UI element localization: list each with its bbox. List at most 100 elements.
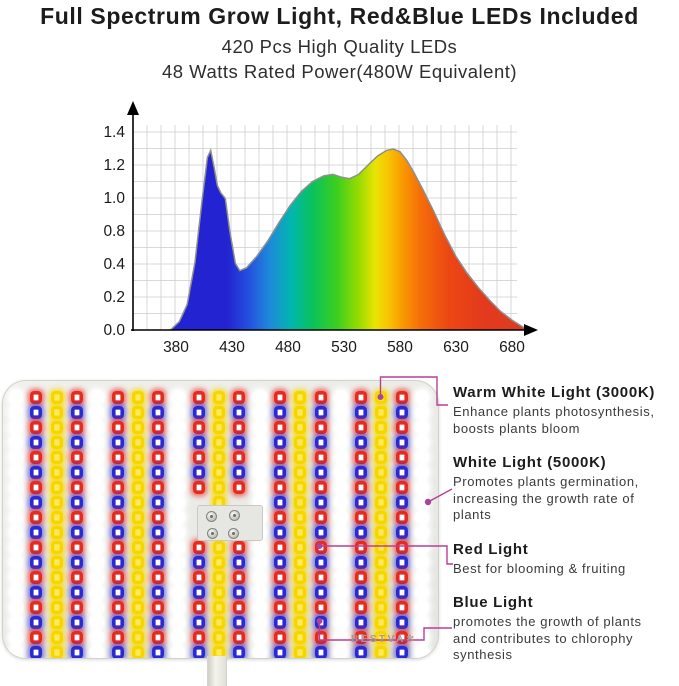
y-tick: 1.0 [103, 190, 125, 207]
led-red [192, 390, 205, 404]
led-blue [70, 615, 83, 629]
led-red [395, 450, 408, 464]
led-red [111, 630, 124, 644]
led-yellow [50, 585, 63, 599]
led-blue [111, 435, 124, 449]
led-yellow [131, 570, 144, 584]
led-white [253, 480, 266, 494]
led-red [395, 570, 408, 584]
led-white [416, 600, 428, 614]
led-yellow [213, 480, 225, 494]
led-white [10, 555, 22, 569]
led-blue [30, 645, 43, 658]
led-red [192, 600, 205, 614]
led-red [355, 510, 368, 524]
led-blue [111, 495, 124, 509]
led-white [10, 630, 22, 644]
x-axis-arrow-icon [524, 324, 538, 336]
led-white [10, 615, 22, 629]
led-white [10, 540, 22, 554]
led-blue [395, 465, 408, 479]
y-axis-arrow-icon [127, 101, 139, 115]
led-yellow [294, 630, 307, 644]
led-blue [355, 555, 368, 569]
led-white [253, 405, 266, 419]
spectrum-outline [169, 148, 528, 331]
led-white [172, 615, 185, 629]
led-red [70, 480, 83, 494]
led-blue [355, 435, 368, 449]
led-yellow [294, 585, 307, 599]
led-blue [192, 405, 205, 419]
led-blue [192, 465, 205, 479]
led-yellow [294, 405, 307, 419]
led-yellow [131, 540, 144, 554]
led-blue [152, 495, 165, 509]
led-yellow [375, 465, 388, 479]
y-tick: 0.4 [103, 256, 125, 273]
led-blue [30, 525, 43, 539]
led-white [334, 450, 347, 464]
led-red [314, 570, 327, 584]
led-white [334, 465, 347, 479]
led-yellow [375, 390, 388, 404]
led-yellow [294, 555, 307, 569]
led-yellow [294, 525, 307, 539]
led-red [30, 600, 43, 614]
brand-logo: BESTVA✼ [351, 634, 417, 645]
annotation-body: Best for blooming & fruiting [453, 561, 626, 576]
led-yellow [131, 405, 144, 419]
led-red [70, 450, 83, 464]
led-red [111, 480, 124, 494]
led-yellow [50, 495, 63, 509]
led-white [172, 450, 185, 464]
led-red [30, 390, 43, 404]
led-blue [273, 405, 286, 419]
center-mount-plate [197, 505, 263, 541]
led-yellow [50, 465, 63, 479]
led-white [172, 555, 185, 569]
led-blue [192, 435, 205, 449]
led-yellow [213, 585, 225, 599]
led-white [172, 540, 185, 554]
led-red [152, 630, 165, 644]
led-yellow [213, 615, 225, 629]
spectrum-chart: 1.4 1.2 1.0 0.8 0.4 0.2 0.0 380 430 480 … [103, 101, 538, 356]
y-tick: 0.0 [103, 322, 125, 339]
led-yellow [213, 450, 225, 464]
led-red [30, 570, 43, 584]
led-red [273, 420, 286, 434]
led-yellow [213, 645, 225, 658]
led-red [273, 600, 286, 614]
led-white [91, 585, 104, 599]
led-white [253, 645, 266, 658]
led-yellow [131, 435, 144, 449]
led-red [395, 420, 408, 434]
led-red [233, 540, 246, 554]
led-blue [70, 495, 83, 509]
led-white [10, 600, 22, 614]
led-yellow [375, 600, 388, 614]
led-yellow [213, 390, 225, 404]
led-white [10, 495, 22, 509]
led-yellow [131, 510, 144, 524]
annotation-blue: Blue Light promotes the growth of plants… [453, 594, 679, 664]
led-red [233, 480, 246, 494]
led-blue [314, 435, 327, 449]
led-white [253, 390, 266, 404]
led-red [233, 390, 246, 404]
led-yellow [294, 390, 307, 404]
led-white [416, 555, 428, 569]
led-blue [111, 555, 124, 569]
x-tick: 480 [275, 339, 301, 356]
led-blue [395, 585, 408, 599]
led-red [355, 600, 368, 614]
led-yellow [294, 540, 307, 554]
led-blue [192, 615, 205, 629]
led-yellow [294, 480, 307, 494]
led-red [152, 540, 165, 554]
led-blue [152, 525, 165, 539]
led-blue [233, 585, 246, 599]
led-yellow [50, 540, 63, 554]
